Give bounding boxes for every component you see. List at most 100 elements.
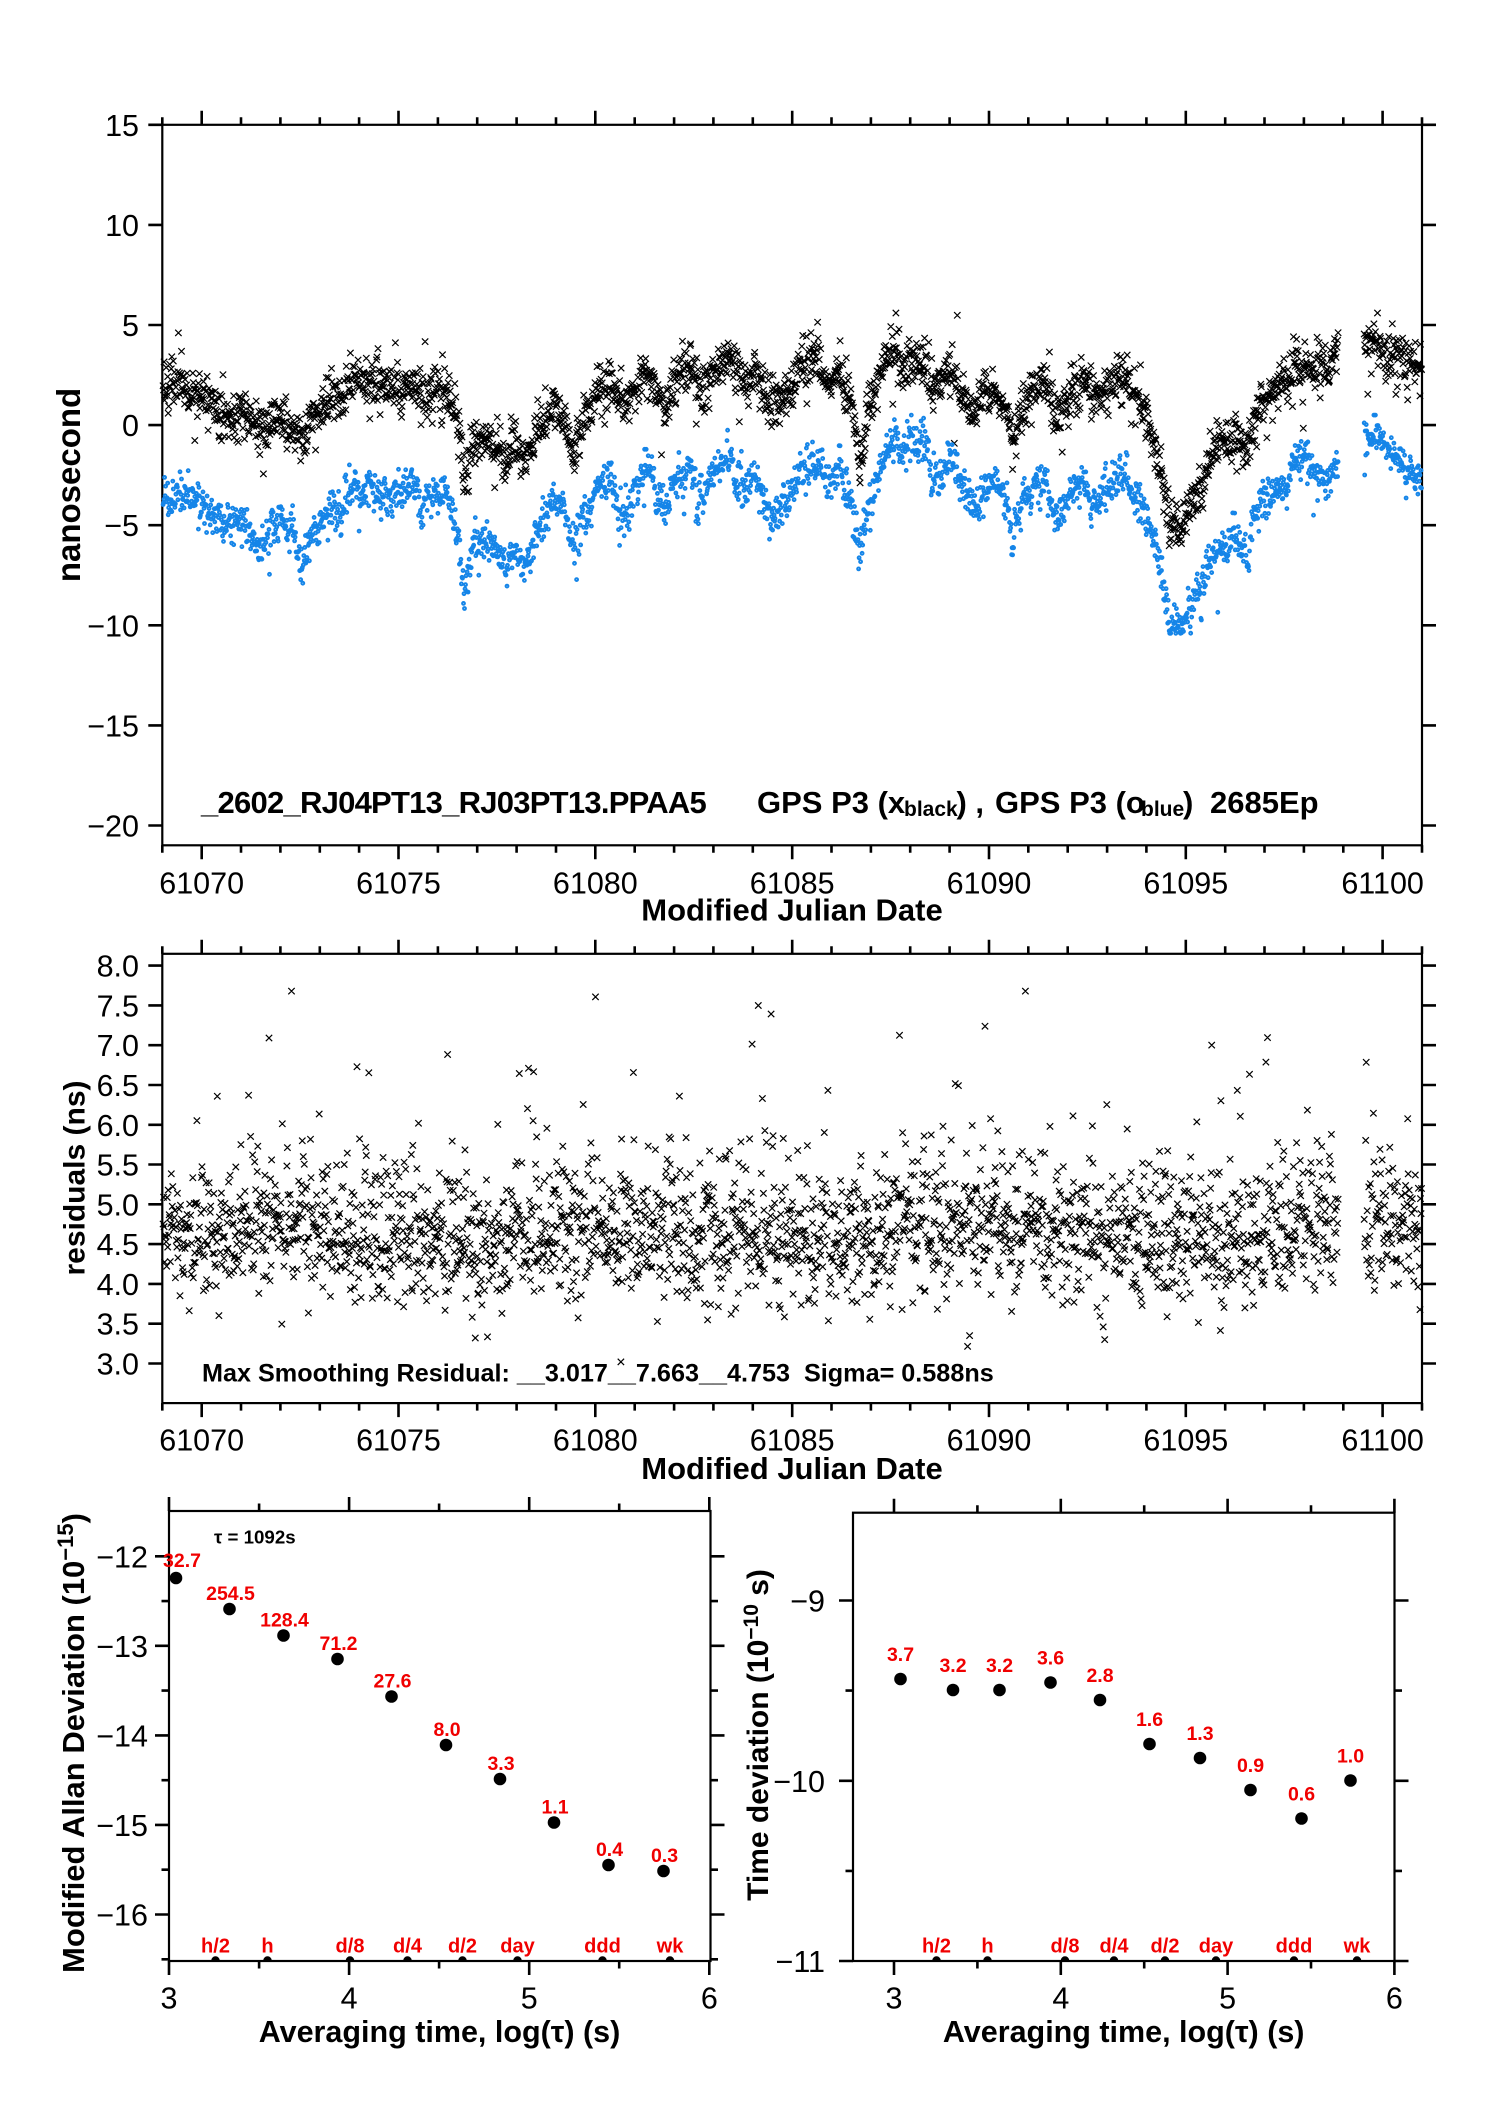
svg-text:−20: −20: [87, 810, 139, 844]
svg-text:128.4: 128.4: [260, 1609, 309, 1631]
svg-text:GPS P3 (x: GPS P3 (x: [757, 785, 906, 820]
svg-text:−16: −16: [96, 1899, 148, 1933]
svg-text:Modified Allan Deviation (10−1: Modified Allan Deviation (10−15): [53, 1513, 91, 1973]
svg-text:5.5: 5.5: [97, 1149, 139, 1183]
svg-text:6.0: 6.0: [97, 1109, 139, 1143]
svg-text:2685Ep: 2685Ep: [1210, 785, 1319, 820]
svg-text:−15: −15: [87, 709, 139, 743]
svg-text:1.3: 1.3: [1186, 1723, 1213, 1745]
svg-text:3.2: 3.2: [986, 1655, 1013, 1677]
svg-text:3.2: 3.2: [939, 1655, 966, 1677]
svg-text:0.9: 0.9: [1237, 1755, 1264, 1777]
svg-text:−10: −10: [87, 609, 139, 643]
svg-text:τ = 1092s: τ = 1092s: [214, 1527, 296, 1548]
svg-text:nanosecond: nanosecond: [50, 388, 87, 582]
svg-text:3: 3: [886, 1981, 903, 2015]
svg-text:1.6: 1.6: [1136, 1709, 1163, 1731]
svg-text:d/4: d/4: [393, 1935, 423, 1957]
svg-text:61080: 61080: [553, 867, 638, 901]
svg-text:7.0: 7.0: [97, 1029, 139, 1063]
svg-text:61070: 61070: [159, 1424, 244, 1458]
svg-text:4: 4: [1052, 1981, 1069, 2015]
svg-text:61085: 61085: [750, 1424, 835, 1458]
svg-text:Modified Julian Date: Modified Julian Date: [641, 1451, 942, 1486]
svg-text:61090: 61090: [947, 867, 1032, 901]
svg-text:61070: 61070: [159, 867, 244, 901]
svg-text:2.8: 2.8: [1086, 1665, 1113, 1687]
svg-text:1.1: 1.1: [541, 1796, 568, 1818]
svg-text:61095: 61095: [1143, 1424, 1228, 1458]
svg-text:61095: 61095: [1143, 867, 1228, 901]
svg-text:254.5: 254.5: [206, 1583, 255, 1605]
svg-text:0.3: 0.3: [651, 1845, 678, 1867]
svg-text:d/2: d/2: [1151, 1935, 1180, 1957]
svg-text:day: day: [1199, 1935, 1234, 1957]
svg-text:Max Smoothing Residual: __3.01: Max Smoothing Residual: __3.017__7.663__…: [202, 1360, 994, 1388]
svg-text:5: 5: [521, 1981, 538, 2015]
svg-text:3: 3: [161, 1981, 178, 2015]
svg-text:3.3: 3.3: [487, 1753, 514, 1775]
svg-text:wk: wk: [1343, 1935, 1372, 1957]
svg-text:d/2: d/2: [448, 1935, 477, 1957]
svg-text:−15: −15: [96, 1809, 148, 1843]
svg-text:0: 0: [122, 409, 139, 443]
svg-text:blue: blue: [1141, 798, 1184, 821]
svg-text:3.0: 3.0: [97, 1348, 139, 1382]
svg-text:61075: 61075: [356, 867, 441, 901]
svg-text:61090: 61090: [947, 1424, 1032, 1458]
svg-text:71.2: 71.2: [320, 1633, 358, 1655]
svg-text:3.5: 3.5: [97, 1308, 139, 1342]
svg-text:−11: −11: [776, 1945, 825, 1979]
svg-text:ddd: ddd: [1276, 1935, 1313, 1957]
svg-text:0.6: 0.6: [1288, 1783, 1315, 1805]
svg-text:6.5: 6.5: [97, 1069, 139, 1103]
svg-text:5.0: 5.0: [97, 1188, 139, 1222]
svg-text:5: 5: [122, 309, 139, 343]
svg-text:−13: −13: [96, 1630, 148, 1664]
svg-text:day: day: [500, 1935, 535, 1957]
svg-text:residuals (ns): residuals (ns): [59, 1080, 92, 1275]
svg-text:15: 15: [105, 109, 139, 143]
svg-text:0.4: 0.4: [596, 1839, 623, 1861]
svg-text:h/2: h/2: [201, 1935, 230, 1957]
svg-text:5: 5: [1219, 1981, 1236, 2015]
svg-text:61085: 61085: [750, 867, 835, 901]
svg-text:d/4: d/4: [1100, 1935, 1130, 1957]
svg-text:61075: 61075: [356, 1424, 441, 1458]
svg-text:−5: −5: [104, 509, 139, 543]
svg-text:d/8: d/8: [336, 1935, 365, 1957]
svg-text:61100: 61100: [1341, 1424, 1424, 1458]
svg-text:Modified Julian Date: Modified Julian Date: [641, 893, 942, 928]
svg-text:27.6: 27.6: [374, 1670, 412, 1692]
svg-text:wk: wk: [656, 1935, 685, 1957]
svg-text:32.7: 32.7: [163, 1550, 201, 1572]
svg-text:GPS P3 (o: GPS P3 (o: [995, 785, 1145, 820]
svg-text:Averaging time, log(τ) (s): Averaging time, log(τ) (s): [259, 2015, 621, 2049]
svg-text:−10: −10: [773, 1765, 825, 1799]
svg-text:1.0: 1.0: [1337, 1745, 1364, 1767]
svg-text:3.6: 3.6: [1037, 1647, 1064, 1669]
svg-text:) ,: ) ,: [957, 785, 985, 820]
svg-text:3.7: 3.7: [887, 1644, 914, 1666]
svg-text:8.0: 8.0: [433, 1719, 460, 1741]
svg-text:d/8: d/8: [1051, 1935, 1080, 1957]
svg-text:Averaging time, log(τ) (s): Averaging time, log(τ) (s): [943, 2015, 1305, 2049]
svg-text:h: h: [981, 1935, 993, 1957]
svg-text:6: 6: [701, 1981, 718, 2015]
svg-text:h: h: [261, 1935, 273, 1957]
svg-text:7.5: 7.5: [97, 989, 139, 1023]
svg-text:−9: −9: [790, 1585, 825, 1619]
svg-text:): ): [1183, 785, 1193, 820]
svg-text:4.5: 4.5: [97, 1228, 139, 1262]
svg-text:_2602_RJ04PT13_RJ03PT13.PPAA5: _2602_RJ04PT13_RJ03PT13.PPAA5: [200, 785, 707, 820]
svg-text:8.0: 8.0: [97, 950, 139, 984]
svg-text:4.0: 4.0: [97, 1268, 139, 1302]
svg-text:61080: 61080: [553, 1424, 638, 1458]
svg-text:−12: −12: [96, 1540, 148, 1574]
svg-text:ddd: ddd: [584, 1935, 621, 1957]
svg-text:61100: 61100: [1341, 867, 1424, 901]
svg-text:h/2: h/2: [922, 1935, 951, 1957]
svg-text:4: 4: [341, 1981, 358, 2015]
svg-text:6: 6: [1386, 1981, 1403, 2015]
svg-text:black: black: [904, 798, 958, 821]
